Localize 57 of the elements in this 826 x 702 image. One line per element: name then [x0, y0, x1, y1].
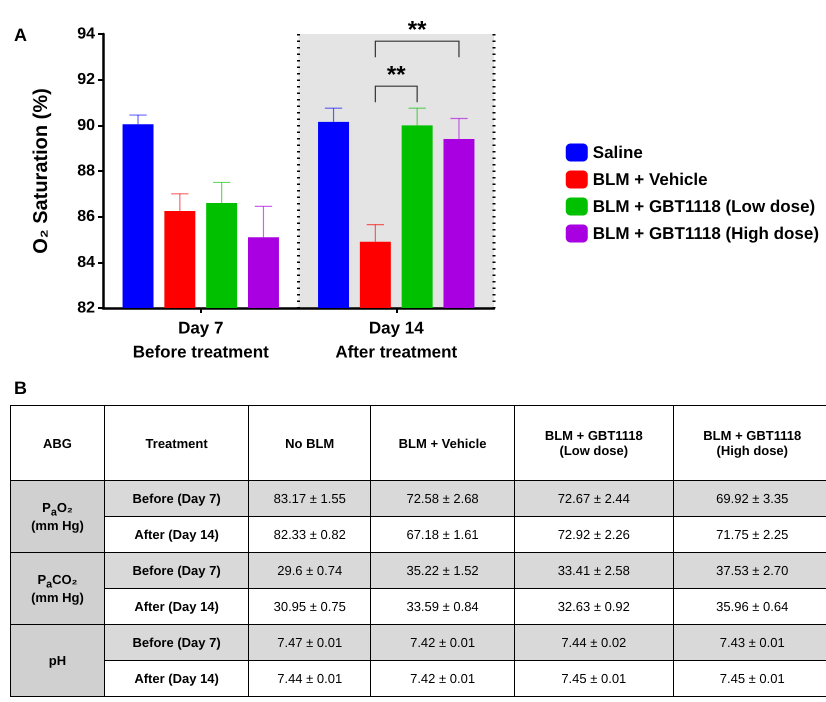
text: Before (Day 7) [132, 635, 221, 650]
text: P$_{a}$O₂ (mm Hg) [31, 500, 84, 534]
text: pH [48, 653, 66, 668]
y-tick-label: 82 [77, 300, 96, 316]
category-label: BLM + GBT1118 (Low dose) [514, 406, 674, 480]
text: After (Day 14) [134, 671, 219, 686]
text: 33.41 ± 2.58 [558, 563, 630, 578]
legend-label: BLM + Vehicle [592, 170, 708, 189]
annotation: ** [386, 62, 406, 89]
text: B [14, 378, 28, 399]
category-label: ABG [10, 406, 104, 480]
category-label: BLM + Vehicle [370, 406, 515, 480]
y-axis-title: O₂ Saturation (%) [30, 88, 52, 254]
text: 29.6 ± 0.74 [277, 563, 342, 578]
legend-label: Saline [592, 143, 643, 162]
text: 7.42 ± 0.01 [410, 671, 476, 686]
text: 72.92 ± 2.26 [558, 527, 630, 542]
text: 69.92 ± 3.35 [716, 491, 788, 506]
text: 33.59 ± 0.84 [406, 599, 479, 614]
y-tick-label: 90 [77, 116, 96, 134]
text: 72.67 ± 2.44 [558, 491, 630, 506]
y-tick-label: 92 [77, 71, 96, 88]
text: P$_{a}$CO₂ (mm Hg) [31, 572, 84, 606]
y-tick-label: 86 [77, 208, 96, 226]
text: Before (Day 7) [132, 491, 221, 506]
text: 71.75 ± 2.25 [716, 527, 788, 542]
category-label: No BLM [248, 406, 371, 480]
text: 7.44 ± 0.01 [277, 671, 342, 686]
text: 83.17 ± 1.55 [274, 491, 346, 506]
text: 37.53 ± 2.70 [716, 563, 788, 578]
text: 7.42 ± 0.01 [410, 635, 476, 650]
annotation: ** [408, 16, 428, 44]
text: After (Day 14) [134, 527, 219, 542]
text: 67.18 ± 1.61 [406, 527, 479, 542]
text: After (Day 14) [134, 599, 219, 614]
x-tick-label: Day 7 Before treatment [132, 318, 270, 362]
text: 7.47 ± 0.01 [277, 635, 342, 650]
legend-label: BLM + GBT1118 (Low dose) [592, 197, 816, 216]
text: 7.45 ± 0.01 [720, 671, 785, 686]
category-label: Treatment [104, 406, 249, 480]
category-label: BLM + GBT1118 (High dose) [673, 406, 826, 480]
text: 32.63 ± 0.92 [558, 599, 630, 614]
text: 35.96 ± 0.64 [716, 599, 788, 614]
x-tick-label: Day 14 After treatment [335, 318, 458, 362]
text: 7.43 ± 0.01 [720, 635, 785, 650]
y-tick-label: 88 [77, 162, 96, 180]
text: 7.44 ± 0.02 [561, 635, 626, 650]
legend-label: BLM + GBT1118 (High dose) [592, 224, 820, 243]
text: 7.45 ± 0.01 [561, 671, 626, 686]
y-tick-label: 94 [77, 26, 96, 42]
text: 30.95 ± 0.75 [274, 599, 346, 614]
text: Before (Day 7) [132, 563, 221, 578]
text: 82.33 ± 0.82 [274, 527, 346, 542]
text: 72.58 ± 2.68 [406, 491, 479, 506]
text: A [14, 25, 27, 45]
y-tick-label: 84 [77, 254, 96, 271]
text: 35.22 ± 1.52 [406, 563, 479, 578]
